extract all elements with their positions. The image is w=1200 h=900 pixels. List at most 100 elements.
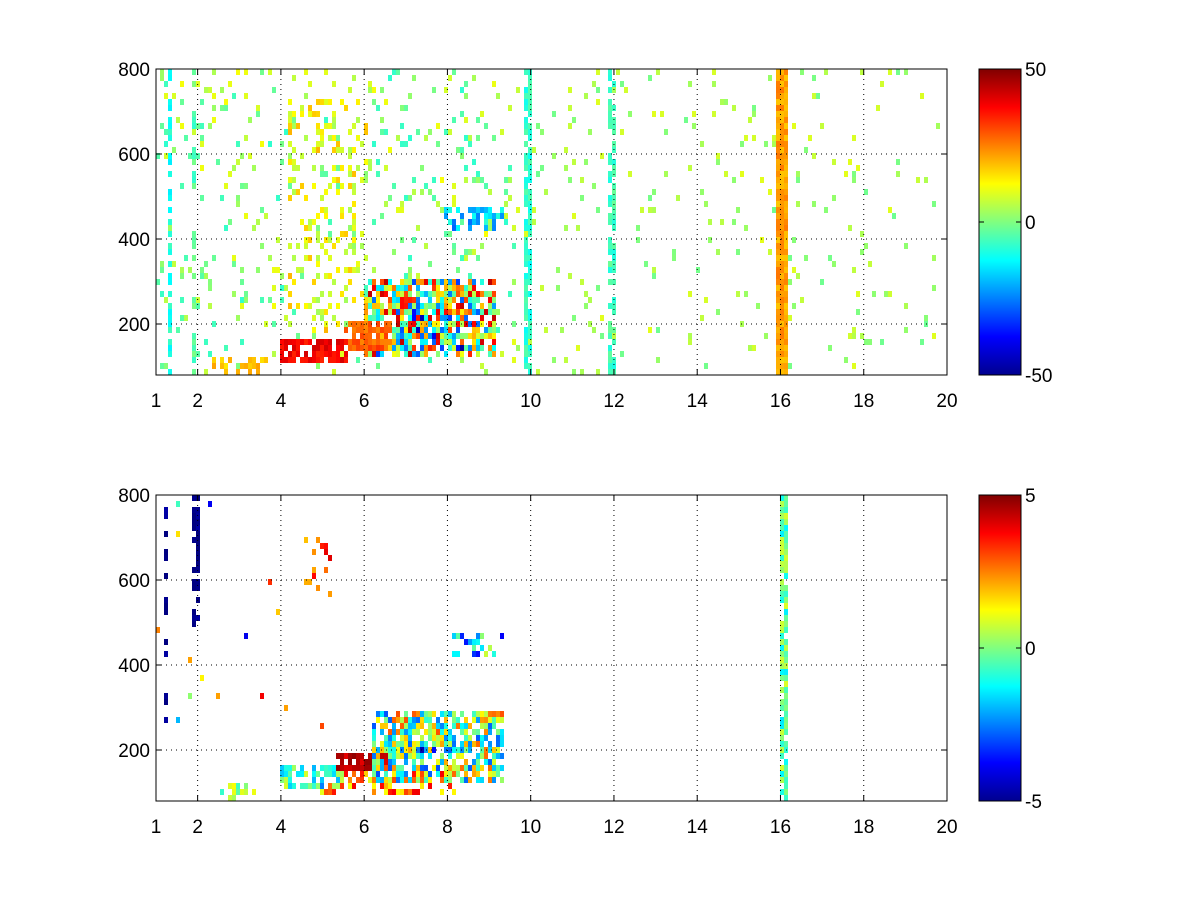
bottom-heatmap-cell xyxy=(784,621,788,627)
top-heatmap-cell xyxy=(524,105,528,111)
bottom-heatmap-cell xyxy=(496,729,500,735)
top-heatmap-cell xyxy=(452,321,456,327)
top-heatmap-cell xyxy=(312,165,316,171)
top-heatmap-cell xyxy=(256,363,260,369)
top-heatmap-cell xyxy=(528,195,532,201)
top-heatmap-cell xyxy=(456,225,460,231)
top-heatmap-cell xyxy=(504,219,508,225)
top-heatmap-cell xyxy=(752,345,756,351)
top-heatmap-cell xyxy=(780,117,784,123)
top-heatmap-cell xyxy=(336,237,340,243)
top-heatmap-cell xyxy=(656,327,660,333)
bottom-heatmap-cell xyxy=(408,729,412,735)
bottom-heatmap-cell xyxy=(196,561,200,567)
bottom-heatmap-cell xyxy=(472,765,476,771)
top-heatmap-cell xyxy=(332,81,336,87)
bottom-heatmap-cell xyxy=(452,723,456,729)
top-heatmap-cell xyxy=(460,339,464,345)
top-heatmap-cell xyxy=(348,171,352,177)
bottom-heatmap-cell xyxy=(428,729,432,735)
top-heatmap-cell xyxy=(364,255,368,261)
top-heatmap-cell xyxy=(468,303,472,309)
bottom-heatmap-cell xyxy=(416,729,420,735)
top-heatmap-cell xyxy=(888,69,892,75)
bottom-heatmap-cell xyxy=(452,759,456,765)
bottom-x-tick-label: 14 xyxy=(687,817,709,838)
top-heatmap-cell xyxy=(440,309,444,315)
top-heatmap-cell xyxy=(372,99,376,105)
top-heatmap-cell xyxy=(384,291,388,297)
top-heatmap-cell xyxy=(424,309,428,315)
top-heatmap-cell xyxy=(588,297,592,303)
top-heatmap-cell xyxy=(612,333,616,339)
bottom-heatmap-cell xyxy=(388,717,392,723)
top-heatmap-cell xyxy=(496,309,500,315)
bottom-heatmap-cell xyxy=(284,777,288,783)
top-heatmap-cell xyxy=(784,309,788,315)
top-heatmap-cell xyxy=(756,303,760,309)
bottom-heatmap-cell xyxy=(380,765,384,771)
top-heatmap-cell xyxy=(236,69,240,75)
bottom-heatmap-cell xyxy=(244,783,248,789)
bottom-heatmap-cell xyxy=(408,753,412,759)
top-heatmap-cell xyxy=(412,75,416,81)
top-heatmap-cell xyxy=(400,291,404,297)
top-heatmap-cell xyxy=(168,315,172,321)
top-heatmap-cell xyxy=(464,117,468,123)
top-heatmap-cell xyxy=(784,261,788,267)
top-heatmap-cell xyxy=(288,111,292,117)
bottom-heatmap-cell xyxy=(784,705,788,711)
top-heatmap-cell xyxy=(416,285,420,291)
top-heatmap-cell xyxy=(484,369,488,375)
top-heatmap-cell xyxy=(296,339,300,345)
top-heatmap-cell xyxy=(232,291,236,297)
top-heatmap-cell xyxy=(776,285,780,291)
bottom-heatmap-cell xyxy=(360,777,364,783)
top-heatmap-cell xyxy=(608,369,612,375)
bottom-heatmap-cell xyxy=(388,735,392,741)
top-heatmap-cell xyxy=(744,225,748,231)
top-heatmap-cell xyxy=(656,69,660,75)
top-heatmap-cell xyxy=(528,159,532,165)
top-heatmap-cell xyxy=(164,297,168,303)
bottom-colorbar: 50-5 xyxy=(978,486,1042,813)
top-heatmap-cell xyxy=(476,117,480,123)
top-heatmap-cell xyxy=(412,303,416,309)
top-heatmap-cell xyxy=(868,339,872,345)
top-heatmap-cell xyxy=(784,225,788,231)
bottom-heatmap-cell xyxy=(784,651,788,657)
top-heatmap-cell xyxy=(528,129,532,135)
top-heatmap-cell xyxy=(376,315,380,321)
top-heatmap-cell xyxy=(920,93,924,99)
bottom-colorbar-ticks: 50-5 xyxy=(979,486,1042,813)
top-heatmap-cell xyxy=(412,345,416,351)
bottom-heatmap-cell xyxy=(784,675,788,681)
top-heatmap-cell xyxy=(412,321,416,327)
bottom-heatmap-cell xyxy=(192,621,196,627)
top-heatmap-cell xyxy=(512,225,516,231)
top-heatmap-cell xyxy=(236,315,240,321)
top-heatmap-cell xyxy=(476,351,480,357)
top-heatmap-cell xyxy=(272,351,276,357)
top-heatmap-cell xyxy=(400,297,404,303)
top-heatmap-cell xyxy=(484,291,488,297)
top-heatmap-cell xyxy=(464,333,468,339)
top-heatmap-cell xyxy=(284,357,288,363)
bottom-heatmap-cell xyxy=(452,633,456,639)
top-heatmap-cell xyxy=(328,123,332,129)
top-heatmap-cell xyxy=(784,153,788,159)
top-heatmap-cell xyxy=(368,81,372,87)
top-heatmap-cell xyxy=(324,327,328,333)
top-heatmap-cell xyxy=(464,291,468,297)
top-heatmap-cell xyxy=(428,279,432,285)
top-heatmap-cell xyxy=(192,123,196,129)
top-heatmap-cell xyxy=(288,99,292,105)
top-heatmap-cell xyxy=(776,207,780,213)
bottom-colorbar-tick-label: -5 xyxy=(1025,792,1042,813)
top-heatmap-cell xyxy=(432,87,436,93)
bottom-heatmap-cell xyxy=(336,777,340,783)
top-heatmap-cell xyxy=(492,309,496,315)
bottom-heatmap-cell xyxy=(372,759,376,765)
top-heatmap-cell xyxy=(348,153,352,159)
top-heatmap-cell xyxy=(236,363,240,369)
